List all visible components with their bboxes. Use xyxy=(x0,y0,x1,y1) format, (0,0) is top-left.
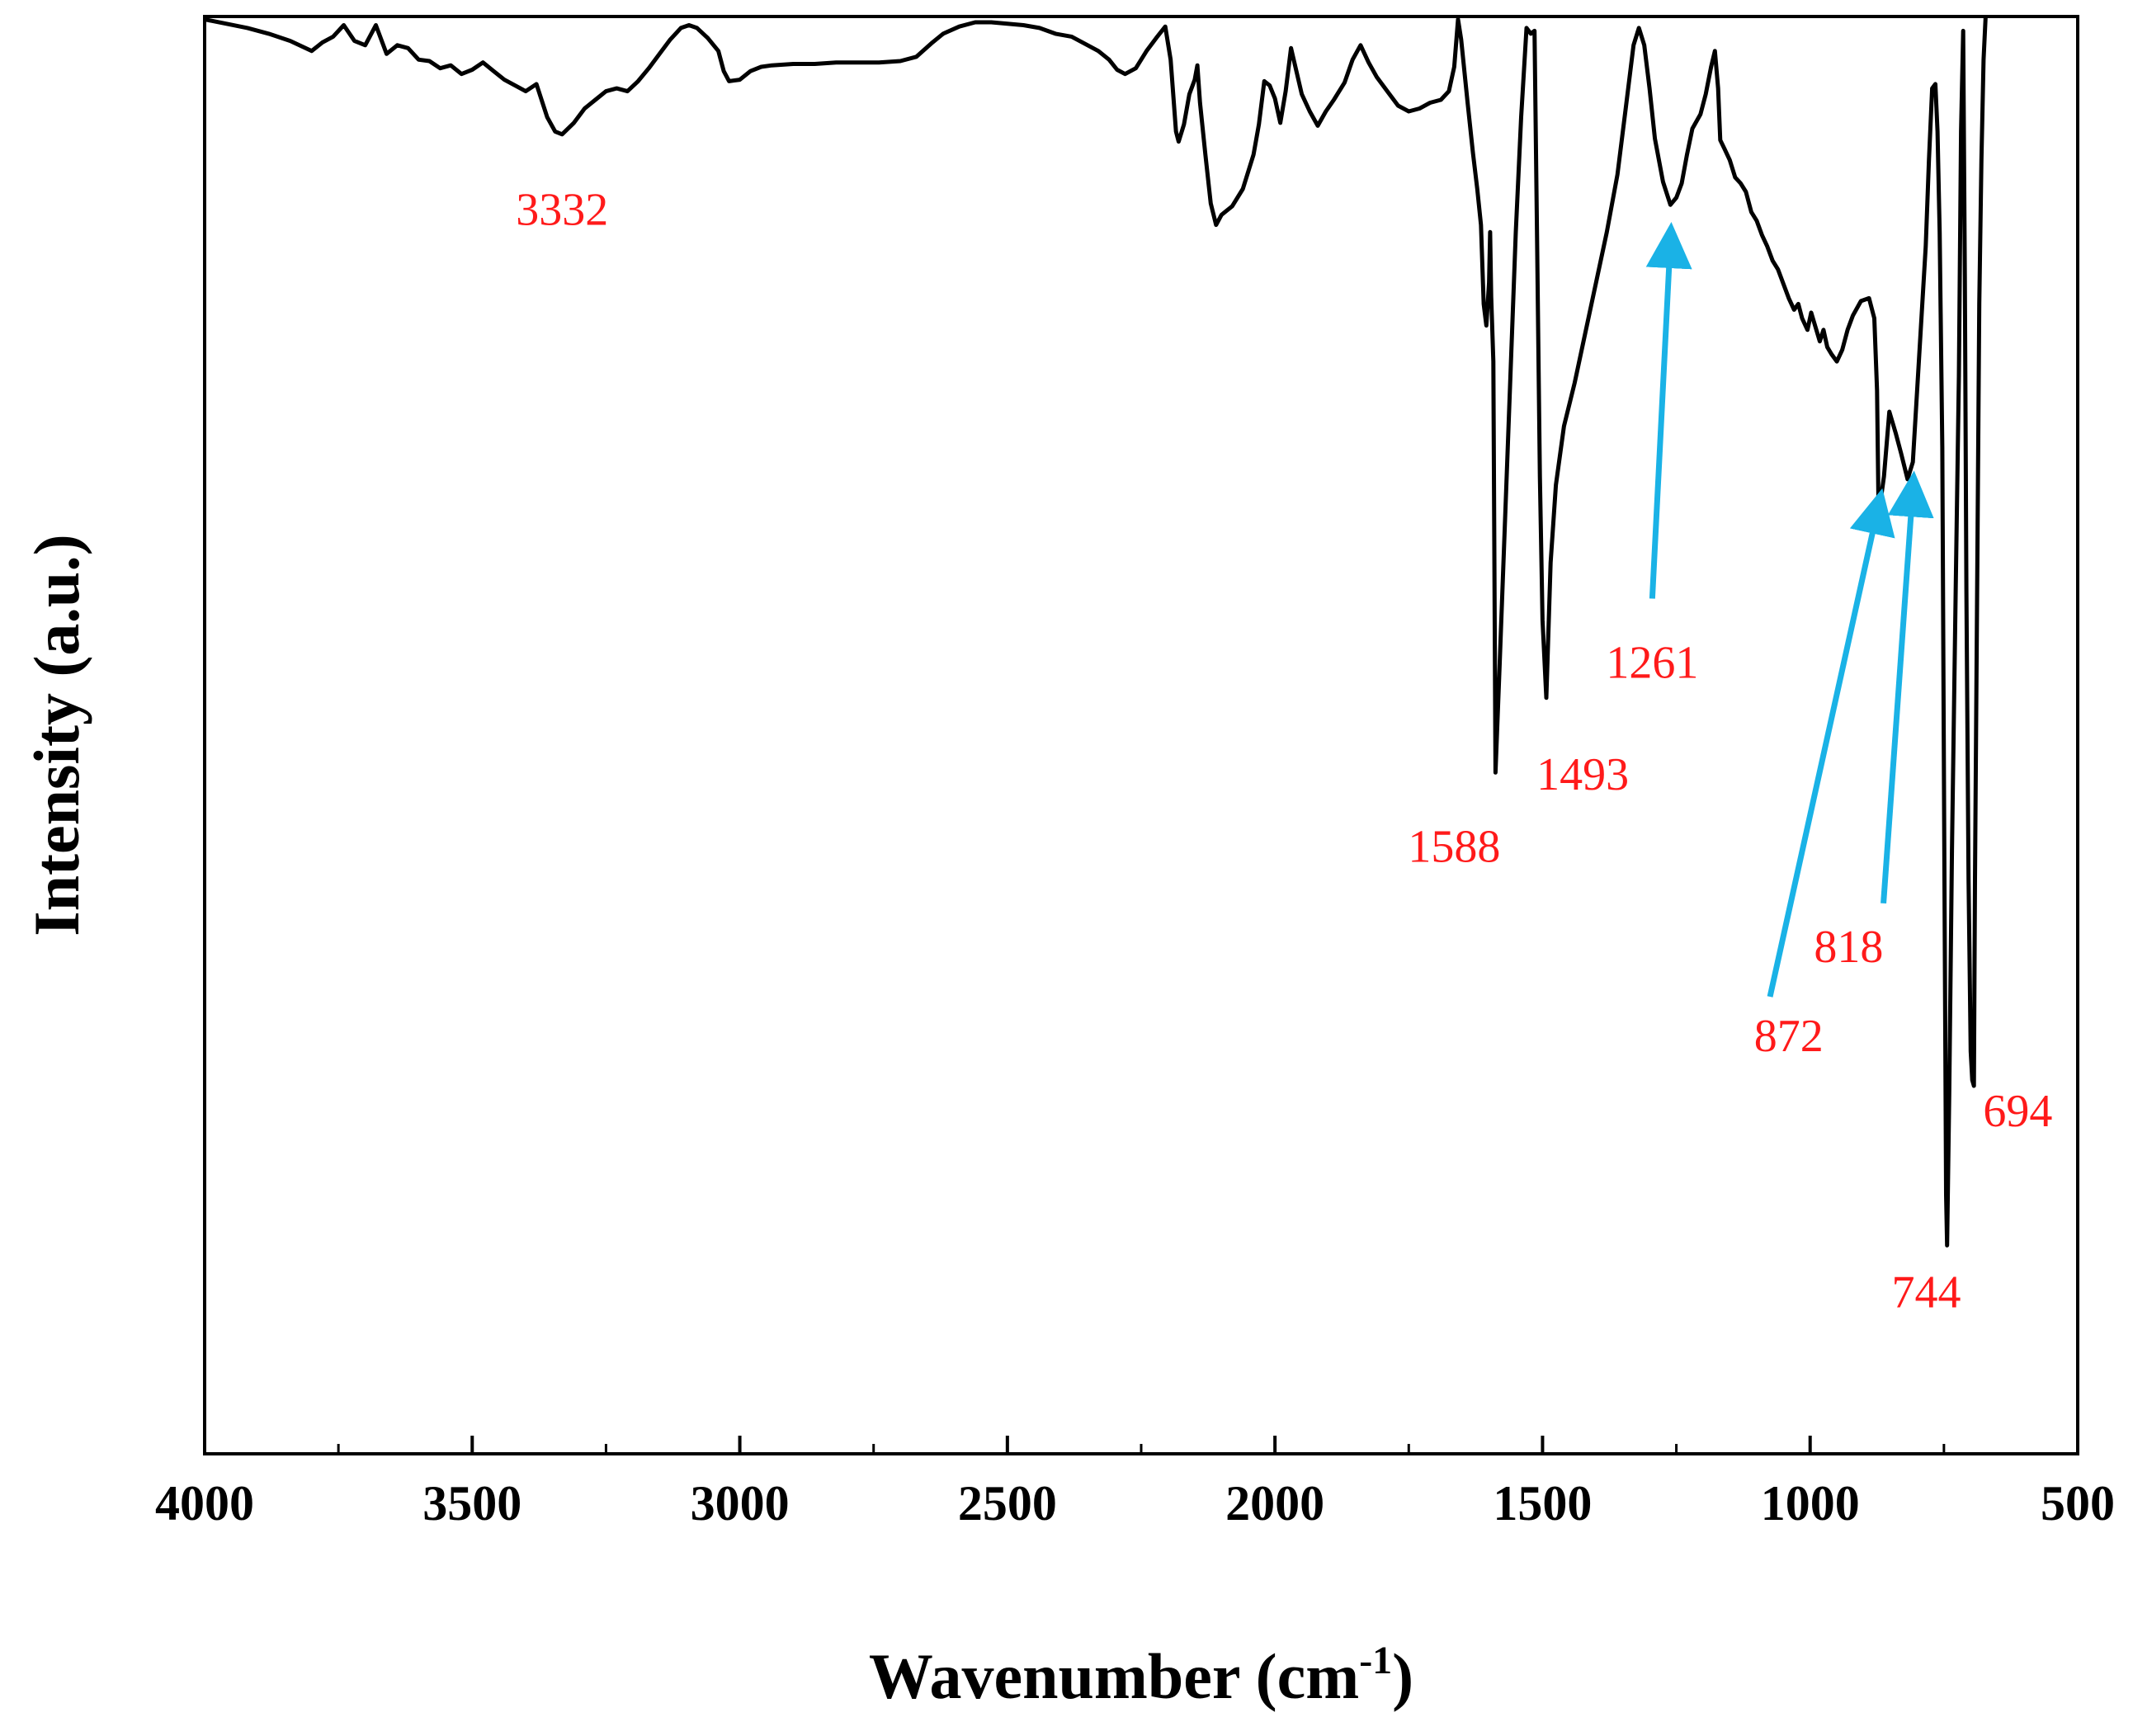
x-axis-ticks: 4000 3500 3000 2500 2000 1500 1000 500 xyxy=(155,1436,2115,1531)
y-axis-title: Intensity (a.u.) xyxy=(21,534,92,936)
peak-label: 1588 xyxy=(1408,821,1500,872)
x-axis-title-main: Wavenumber (cm xyxy=(869,1640,1359,1712)
x-tick-label: 2000 xyxy=(1225,1476,1324,1531)
series-layer xyxy=(204,16,1988,1248)
peak-label: 1261 xyxy=(1606,637,1698,688)
x-tick-label: 2500 xyxy=(958,1476,1057,1531)
peak-label: 744 xyxy=(1891,1267,1961,1318)
peak-label: 818 xyxy=(1814,922,1883,973)
x-axis-title: Wavenumber (cm-1) xyxy=(869,1639,1413,1712)
plot-frame xyxy=(203,15,2079,1455)
peak-label: 3332 xyxy=(516,185,608,236)
peak-arrow xyxy=(1881,470,1934,904)
spectrum-line xyxy=(204,16,1988,1248)
x-axis-title-close: ) xyxy=(1392,1640,1413,1712)
x-tick-label: 1500 xyxy=(1493,1476,1592,1531)
x-tick-label: 500 xyxy=(2041,1476,2115,1531)
peak-arrow xyxy=(1767,488,1895,998)
peak-label: 694 xyxy=(1983,1086,2052,1137)
peak-label: 872 xyxy=(1754,1011,1824,1062)
peak-labels-layer: 3332 1588 1493 1261 872 818 744 694 xyxy=(516,185,2052,1319)
x-tick-label: 3000 xyxy=(691,1476,790,1531)
x-tick-label: 3500 xyxy=(422,1476,521,1531)
x-axis-title-superscript: -1 xyxy=(1359,1639,1392,1682)
peak-arrow xyxy=(1645,222,1692,599)
x-tick-label: 1000 xyxy=(1761,1476,1860,1531)
peak-label: 1493 xyxy=(1536,749,1629,800)
x-tick-label: 4000 xyxy=(155,1476,254,1531)
